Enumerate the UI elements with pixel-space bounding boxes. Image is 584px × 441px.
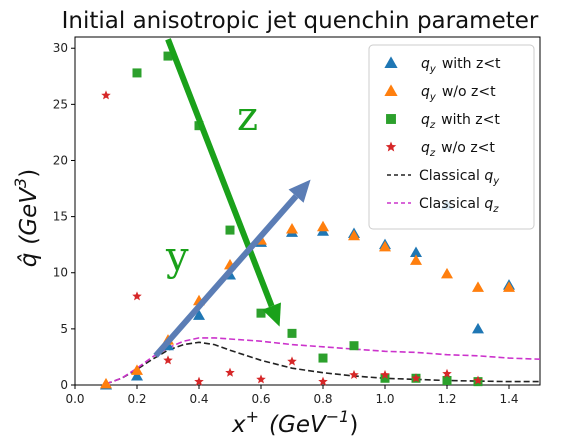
x-tick-label: 0.2	[127, 392, 146, 406]
q-y-w-o-z-t-point	[503, 281, 515, 292]
classical-q-z-line	[105, 337, 541, 385]
legend-entry-symbol: q	[421, 140, 430, 156]
y-tick-label: 10	[53, 266, 68, 280]
y-tick-label: 30	[53, 41, 68, 55]
annotation-z-arrow-shaft	[165, 38, 275, 308]
q-z-with-z-t-point	[163, 51, 173, 61]
legend-entry-text: qy w/o z<t	[421, 84, 496, 103]
q-z-w-o-z-t-point	[194, 376, 204, 386]
x-tick-label: 1.0	[375, 392, 394, 406]
chart-title: Initial anisotropic jet quenchin paramet…	[62, 8, 539, 34]
y-tick-label: 25	[53, 97, 68, 111]
legend: qy with z<tqy w/o z<tqz with z<tqz w/o z<tCl…	[368, 44, 535, 230]
legend-entry-label: w/o z<t	[442, 84, 496, 100]
q-z-w-o-z-t-point	[380, 369, 390, 379]
legend-entry-symbol: q	[421, 56, 430, 72]
legend-entry-symbol: q	[484, 196, 493, 212]
legend-entry-label: Classical	[419, 196, 484, 212]
legend-marker	[385, 141, 397, 152]
q-z-with-z-t-point	[256, 308, 266, 318]
legend-entry-symbol: q	[484, 168, 493, 184]
q-z-w-o-z-t-point	[442, 368, 452, 378]
x-tick-label: 0.0	[65, 392, 84, 406]
legend-entry-text: qz w/o z<t	[421, 140, 495, 159]
legend-entry-text: qy with z<t	[421, 56, 501, 75]
legend-entry-sub: z	[429, 120, 436, 131]
q-z-with-z-t-point	[287, 328, 297, 338]
q-z-with-z-t-point	[349, 341, 359, 351]
q-z-w-o-z-t-point	[473, 375, 483, 385]
q-z-with-z-t-point	[442, 376, 452, 386]
q-z-w-o-z-t-point	[225, 367, 235, 377]
q-z-w-o-z-t-point	[411, 373, 421, 383]
q-y-w-o-z-t-point	[472, 281, 484, 292]
q-y-with-z-t-point	[131, 370, 143, 381]
annotation-y-arrow-head	[288, 179, 311, 203]
q-z-w-o-z-t-point	[163, 355, 173, 365]
q-y-with-z-t-point	[410, 246, 422, 258]
legend-entry-symbol: q	[421, 112, 430, 128]
x-tick-label: 0.4	[189, 392, 208, 406]
legend-entry-label: w/o z<t	[441, 140, 495, 156]
axes: 0.0 0.2 0.4 0.6 0.8 1.0 1.2 1.4 0 5 10 15 20 25 30	[53, 36, 541, 406]
legend-marker	[386, 114, 396, 124]
q-y-w-o-z-t-point	[100, 377, 112, 389]
y-axis-label: q̂(GeV3)	[11, 169, 42, 267]
legend-marker	[384, 84, 398, 96]
x-axis-label: x+ (GeV−1)	[231, 407, 358, 438]
q-y-w-o-z-t-point	[131, 364, 143, 375]
legend-entry-text: Classical qz	[419, 196, 499, 215]
y-tick-label: 20	[53, 153, 68, 167]
q-z-with-z-t-point	[225, 225, 235, 235]
legend-entry-sub: z	[429, 148, 436, 159]
y-tick-label: 15	[53, 210, 68, 224]
legend-entry-sub: y	[429, 92, 437, 103]
q-z-with-z-t-point	[380, 373, 390, 383]
y-tick-label: 0	[60, 378, 68, 392]
legend-entry-sub: y	[492, 176, 500, 187]
q-y-with-z-t-point	[472, 322, 484, 334]
legend-entry-label: with z<t	[442, 56, 501, 72]
legend-entry-sub: y	[429, 64, 437, 75]
q-z-w-o-z-t-point	[101, 90, 111, 100]
q-z-with-z-t-point	[318, 353, 328, 363]
q-z-w-o-z-t-point	[287, 356, 297, 366]
q-z-w-o-z-t-point	[349, 369, 359, 379]
y-tick-label: 5	[60, 322, 68, 336]
annotation-z-label: z	[237, 94, 258, 140]
plot-frame	[74, 36, 541, 386]
q-z-w-o-z-t-point	[256, 374, 266, 384]
q-y-w-o-z-t-point	[286, 222, 298, 234]
legend-entry-sub: z	[492, 204, 499, 215]
x-tick-label: 1.2	[437, 392, 456, 406]
legend-entry-text: Classical qy	[419, 168, 500, 187]
direction-annotations: zy	[153, 38, 311, 358]
legend-entry-symbol: q	[421, 84, 430, 100]
q-y-with-z-t-point	[193, 309, 205, 320]
x-tick-label: 0.8	[313, 392, 332, 406]
annotation-z-arrow-head	[262, 302, 281, 327]
x-tick-label: 0.6	[251, 392, 270, 406]
q-y-w-o-z-t-point	[410, 254, 422, 265]
legend-box	[368, 44, 535, 230]
legend-marker	[384, 56, 398, 68]
annotation-y-arrow-shaft	[153, 194, 299, 358]
legend-entry-label: with z<t	[441, 112, 500, 128]
q-y-w-o-z-t-point	[441, 267, 453, 279]
q-y-w-o-z-t-point	[317, 220, 329, 232]
q-z-w-o-z-t-point	[132, 291, 142, 301]
annotation-y-label: y	[165, 234, 189, 280]
legend-entry-label: Classical	[419, 168, 484, 184]
x-tick-label: 1.4	[499, 392, 518, 406]
q-y-w-o-z-t-point	[348, 229, 360, 241]
q-z-w-o-z-t-point	[318, 376, 328, 386]
q-z-with-z-t-point	[132, 68, 142, 78]
legend-entry-text: qz with z<t	[421, 112, 500, 131]
q-y-w-o-z-t-point	[379, 240, 391, 252]
